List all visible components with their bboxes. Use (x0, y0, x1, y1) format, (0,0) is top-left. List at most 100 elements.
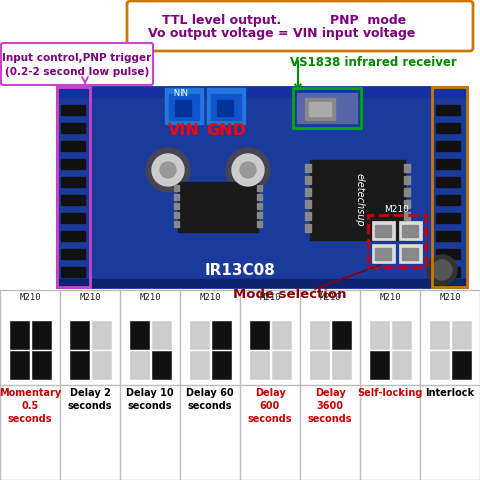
Bar (402, 225, 418, 237)
Text: Momentary
0.5
seconds: Momentary 0.5 seconds (0, 388, 61, 424)
FancyBboxPatch shape (127, 1, 473, 51)
Bar (402, 248, 418, 260)
Bar (332, 351, 350, 379)
Bar (305, 188, 311, 196)
Bar (32, 321, 50, 348)
Text: Self-locking: Self-locking (357, 388, 423, 398)
Bar (305, 164, 311, 172)
Text: VS1838 infrared receiver: VS1838 infrared receiver (290, 56, 457, 69)
Bar (174, 203, 179, 209)
Bar (130, 351, 149, 379)
Bar (404, 212, 410, 220)
Bar (61, 213, 85, 223)
Bar (404, 164, 410, 172)
Bar (92, 351, 110, 379)
Bar (436, 177, 460, 187)
Text: M210: M210 (259, 293, 281, 302)
Bar (57, 87, 90, 287)
Bar (369, 320, 411, 380)
Text: Delay
3600
seconds: Delay 3600 seconds (308, 388, 352, 424)
Bar (211, 94, 241, 120)
Text: Mode selection: Mode selection (233, 288, 347, 301)
Text: Delay 10
seconds: Delay 10 seconds (126, 388, 174, 411)
Text: Delay 2
seconds: Delay 2 seconds (68, 388, 112, 411)
Text: M210: M210 (139, 293, 161, 302)
Bar (305, 98, 335, 120)
Bar (207, 88, 245, 124)
Bar (436, 267, 460, 277)
Text: Vo output voltage = VIN input voltage: Vo output voltage = VIN input voltage (148, 27, 415, 40)
Text: NIN: NIN (172, 85, 188, 94)
Bar (436, 231, 460, 241)
Bar (152, 351, 170, 379)
Bar (257, 221, 262, 227)
Bar (257, 203, 262, 209)
Text: M210: M210 (379, 293, 401, 302)
Text: eletechsup: eletechsup (355, 173, 365, 227)
Circle shape (427, 255, 457, 285)
Bar (372, 221, 395, 240)
Circle shape (152, 154, 184, 186)
Bar (310, 351, 329, 379)
Bar (61, 177, 85, 187)
Bar (130, 321, 149, 348)
Bar (190, 321, 209, 348)
Bar (404, 200, 410, 208)
Bar (272, 321, 290, 348)
Bar (436, 213, 460, 223)
Bar (257, 194, 262, 200)
Text: TTL level output.: TTL level output. (162, 14, 281, 27)
Bar (0, 290, 480, 480)
Bar (57, 87, 467, 287)
Bar (32, 351, 50, 379)
Bar (61, 123, 85, 133)
Bar (452, 321, 470, 348)
Bar (370, 351, 389, 379)
Bar (293, 88, 361, 128)
Bar (188, 320, 231, 380)
Bar (250, 321, 269, 348)
Bar (309, 102, 331, 116)
Bar (432, 87, 467, 287)
Bar (10, 351, 29, 379)
Bar (436, 141, 460, 151)
Bar (404, 176, 410, 184)
Bar (174, 221, 179, 227)
Text: IR13C08: IR13C08 (204, 263, 276, 278)
Bar (392, 321, 410, 348)
Bar (428, 320, 471, 380)
Bar (297, 93, 357, 123)
Bar (61, 141, 85, 151)
Bar (70, 321, 89, 348)
Bar (57, 87, 467, 97)
Bar (399, 221, 422, 240)
Bar (61, 231, 85, 241)
Bar (372, 244, 395, 263)
Bar (332, 321, 350, 348)
Bar (250, 351, 269, 379)
Bar (436, 159, 460, 169)
Bar (174, 194, 179, 200)
Bar (217, 100, 233, 116)
Text: GND: GND (206, 123, 246, 138)
Text: M210: M210 (79, 293, 101, 302)
Bar (452, 351, 470, 379)
Bar (305, 224, 311, 232)
Bar (375, 248, 391, 260)
Bar (165, 88, 203, 124)
Bar (69, 320, 111, 380)
Bar (169, 94, 199, 120)
Bar (257, 212, 262, 218)
FancyBboxPatch shape (1, 43, 153, 85)
Text: Delay 60
seconds: Delay 60 seconds (186, 388, 234, 411)
Bar (174, 212, 179, 218)
Bar (61, 159, 85, 169)
Text: Delay
600
seconds: Delay 600 seconds (248, 388, 292, 424)
Circle shape (146, 148, 190, 192)
Bar (178, 182, 258, 232)
Text: Interlock: Interlock (425, 388, 475, 398)
Bar (9, 320, 51, 380)
Circle shape (226, 148, 270, 192)
Text: M210: M210 (439, 293, 461, 302)
Text: Input control,PNP trigger
(0.2-2 second low pulse): Input control,PNP trigger (0.2-2 second … (2, 53, 152, 77)
